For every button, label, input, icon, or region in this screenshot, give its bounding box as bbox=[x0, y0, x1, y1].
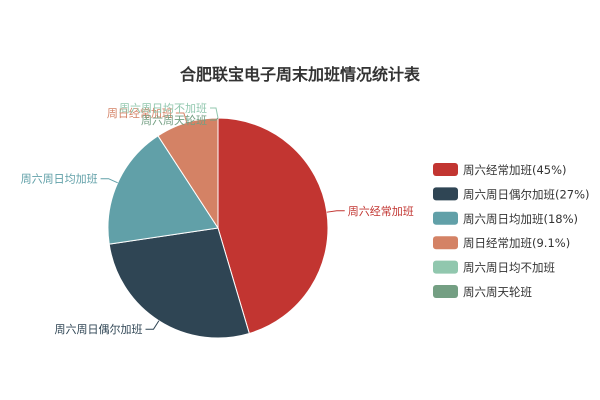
slice-label: 周六经常加班 bbox=[348, 205, 414, 218]
slice-leader-line bbox=[175, 112, 188, 123]
legend-item[interactable]: 周六周日均加班(18%) bbox=[433, 211, 578, 226]
slice-leader-line bbox=[145, 320, 160, 330]
legend-swatch bbox=[433, 236, 458, 250]
slice-leader-line bbox=[100, 178, 118, 184]
pie-slice bbox=[107, 135, 219, 245]
chart-title: 合肥联宝电子周末加班情况统计表 bbox=[180, 65, 421, 84]
legend-label: 周六周日偶尔加班(27%) bbox=[463, 187, 590, 201]
legend-swatch bbox=[433, 260, 458, 274]
slice-label: 周六周日均不加班 bbox=[119, 102, 207, 115]
slice-leader-line bbox=[210, 117, 219, 121]
pie-slice bbox=[217, 117, 329, 335]
legend-label: 周六周日均加班(18%) bbox=[463, 212, 578, 226]
pie-slice bbox=[108, 227, 250, 339]
slice-label: 周六周天轮班 bbox=[141, 113, 207, 127]
legend: 周六经常加班(45%) 周六周日偶尔加班(27%) 周六周日均加班(18%) 周日经常… bbox=[433, 163, 590, 299]
slice-label: 周日经常加班 bbox=[107, 107, 173, 120]
pie-slices bbox=[107, 117, 329, 339]
legend-item[interactable]: 周六周天轮班 bbox=[433, 285, 532, 299]
legend-swatch bbox=[433, 285, 458, 298]
legend-swatch bbox=[433, 163, 458, 176]
legend-label: 周日经常加班(9.1%) bbox=[463, 236, 570, 250]
slice-label: 周六周日偶尔加班 bbox=[55, 323, 143, 336]
legend-label: 周六经常加班(45%) bbox=[463, 163, 567, 177]
slice-label: 周六周日均加班 bbox=[21, 173, 98, 186]
legend-swatch bbox=[433, 211, 458, 225]
slice-leader-line bbox=[210, 107, 219, 119]
legend-item[interactable]: 周六周日均不加班 bbox=[433, 260, 555, 275]
slice-leader-line bbox=[326, 210, 345, 213]
legend-label: 周六周日均不加班 bbox=[463, 261, 555, 275]
legend-label: 周六周天轮班 bbox=[463, 285, 532, 299]
legend-item[interactable]: 周六经常加班(45%) bbox=[433, 163, 567, 177]
legend-item[interactable]: 周日经常加班(9.1%) bbox=[433, 236, 570, 250]
legend-swatch bbox=[433, 187, 458, 201]
legend-item[interactable]: 周六周日偶尔加班(27%) bbox=[433, 187, 590, 201]
